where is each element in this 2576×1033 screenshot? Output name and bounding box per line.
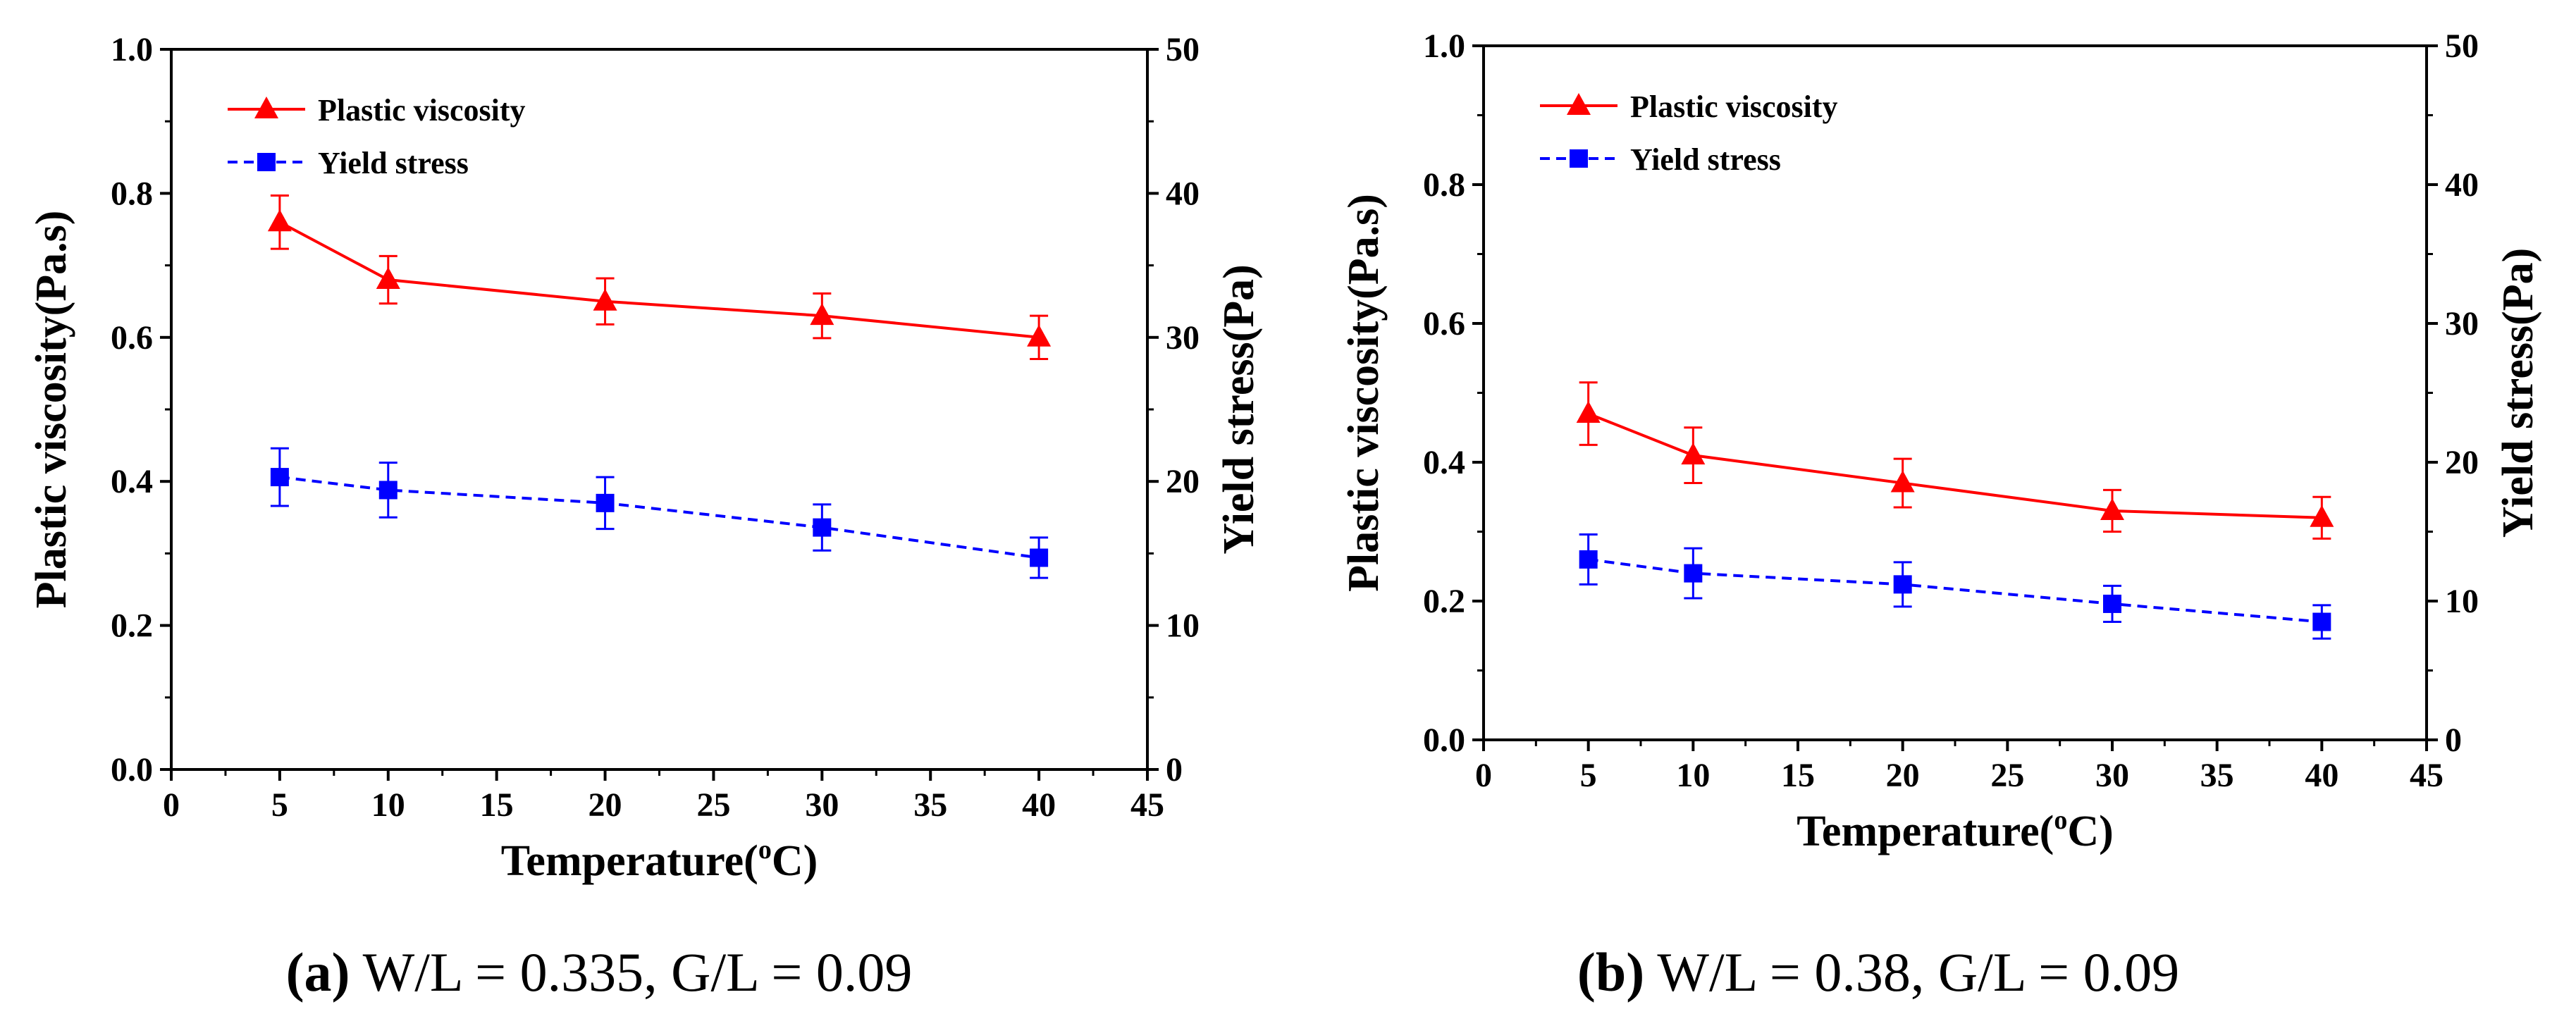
- plot-frame: [1482, 44, 2428, 741]
- y-right-tick-label: 40: [2445, 166, 2479, 204]
- caption-b-label: (b): [1577, 941, 1645, 1003]
- x-tick-label: 45: [2410, 757, 2443, 794]
- data-point-triangle: [1890, 470, 1915, 493]
- legend-marker-square: [1570, 149, 1588, 168]
- y-right-tick-label: 20: [1166, 463, 1200, 500]
- y-right-axis-title: Yield stress(Pa): [2494, 248, 2542, 538]
- x-tick-label: 0: [1475, 757, 1492, 794]
- x-axis-title: Temperature(oC): [1797, 805, 2113, 855]
- y-left-tick-label: 0.2: [111, 607, 153, 645]
- y-left-tick-label: 0.8: [111, 175, 153, 212]
- caption-a: (a) W/L = 0.335, G/L = 0.09: [0, 934, 1198, 1011]
- x-tick-label: 5: [271, 786, 288, 824]
- series-line-triangle: [1587, 412, 2322, 519]
- data-point-square: [2312, 612, 2331, 631]
- y-left-tick-label: 0.6: [1423, 305, 1465, 342]
- data-point-square: [270, 468, 289, 487]
- data-point-square: [1893, 575, 1912, 594]
- data-point-triangle: [267, 209, 292, 232]
- x-tick-label: 35: [2200, 757, 2234, 794]
- x-tick-label: 5: [1580, 757, 1597, 794]
- y-left-tick-label: 1.0: [111, 31, 153, 68]
- y-right-tick-label: 30: [2445, 305, 2479, 342]
- y-right-tick-label: 40: [1166, 175, 1200, 212]
- y-right-tick-label: 30: [1166, 319, 1200, 357]
- data-point-square: [596, 493, 615, 512]
- data-point-triangle: [593, 288, 617, 311]
- legend-label: Yield stress: [318, 146, 469, 180]
- y-right-tick-label: 10: [2445, 583, 2479, 620]
- x-tick-label: 20: [588, 786, 622, 824]
- x-tick-label: 10: [1676, 757, 1710, 794]
- data-point-triangle: [1576, 401, 1601, 423]
- data-point-triangle: [2100, 497, 2124, 520]
- x-tick-label: 30: [805, 786, 839, 824]
- y-right-tick-label: 20: [2445, 444, 2479, 481]
- data-point-triangle: [2310, 505, 2334, 527]
- data-point-triangle: [1681, 443, 1706, 465]
- caption-b: (b) W/L = 0.38, G/L = 0.09: [1279, 934, 2477, 1011]
- y-right-tick-label: 10: [1166, 607, 1200, 645]
- y-left-tick-label: 0.8: [1423, 166, 1465, 204]
- caption-b-text: W/L = 0.38, G/L = 0.09: [1644, 941, 2180, 1003]
- x-tick-label: 30: [2095, 757, 2129, 794]
- y-left-tick-label: 0.6: [111, 319, 153, 357]
- x-tick-label: 10: [371, 786, 405, 824]
- chart-panel-b: 0 5 10 15 20 25 30 35 40 45 0.0 0.2 0.4 0.6 0.8 1.0 0 10 2…: [1340, 27, 2542, 855]
- legend-label: Yield stress: [1630, 142, 1781, 177]
- legend-label: Plastic viscosity: [318, 93, 526, 128]
- y-right-tick-label: 0: [2445, 722, 2462, 759]
- legend-marker-square: [257, 153, 276, 171]
- x-axis-title: Temperature(oC): [501, 835, 818, 885]
- x-tick-label: 40: [2305, 757, 2338, 794]
- y-right-tick-label: 50: [2445, 27, 2479, 65]
- legend-marker-triangle: [254, 97, 278, 118]
- legend-marker-triangle: [1567, 93, 1591, 115]
- y-right-tick-label: 50: [1166, 31, 1200, 68]
- y-left-tick-label: 0.0: [111, 751, 153, 788]
- y-right-tick-label: 0: [1166, 751, 1183, 788]
- data-point-square: [378, 481, 398, 500]
- chart-panel-a: 0 5 10 15 20 25 30 35 40 45 0.0 0.2 0.4 0.6 0.8 1.0 0 10 2…: [27, 31, 1263, 885]
- data-point-square: [1684, 564, 1703, 583]
- y-left-axis-title: Plastic viscosity(Pa.s): [1340, 194, 1388, 592]
- y-left-tick-label: 0.4: [111, 463, 153, 500]
- data-point-square: [813, 518, 832, 537]
- x-tick-label: 0: [163, 786, 180, 824]
- data-point-triangle: [810, 303, 834, 326]
- x-tick-label: 35: [913, 786, 947, 824]
- x-tick-label: 15: [1781, 757, 1815, 794]
- y-left-axis-title: Plastic viscosity(Pa.s): [27, 211, 75, 609]
- caption-a-text: W/L = 0.335, G/L = 0.09: [350, 941, 913, 1003]
- legend-label: Plastic viscosity: [1630, 89, 1838, 124]
- x-tick-label: 25: [1990, 757, 2024, 794]
- data-point-triangle: [1027, 324, 1052, 347]
- data-point-triangle: [376, 267, 400, 290]
- y-left-tick-label: 0.0: [1423, 722, 1465, 759]
- x-tick-label: 15: [480, 786, 514, 824]
- x-tick-label: 45: [1130, 786, 1164, 824]
- data-point-square: [1579, 550, 1598, 569]
- x-tick-label: 20: [1886, 757, 1920, 794]
- y-left-tick-label: 0.4: [1423, 444, 1465, 481]
- data-point-square: [2103, 594, 2121, 613]
- x-tick-label: 25: [696, 786, 730, 824]
- caption-a-label: (a): [285, 941, 350, 1003]
- y-left-tick-label: 0.2: [1423, 583, 1465, 620]
- data-point-square: [1030, 548, 1049, 567]
- y-left-tick-label: 1.0: [1423, 27, 1465, 65]
- x-tick-label: 40: [1022, 786, 1056, 824]
- y-right-axis-title: Yield stress(Pa): [1215, 264, 1263, 555]
